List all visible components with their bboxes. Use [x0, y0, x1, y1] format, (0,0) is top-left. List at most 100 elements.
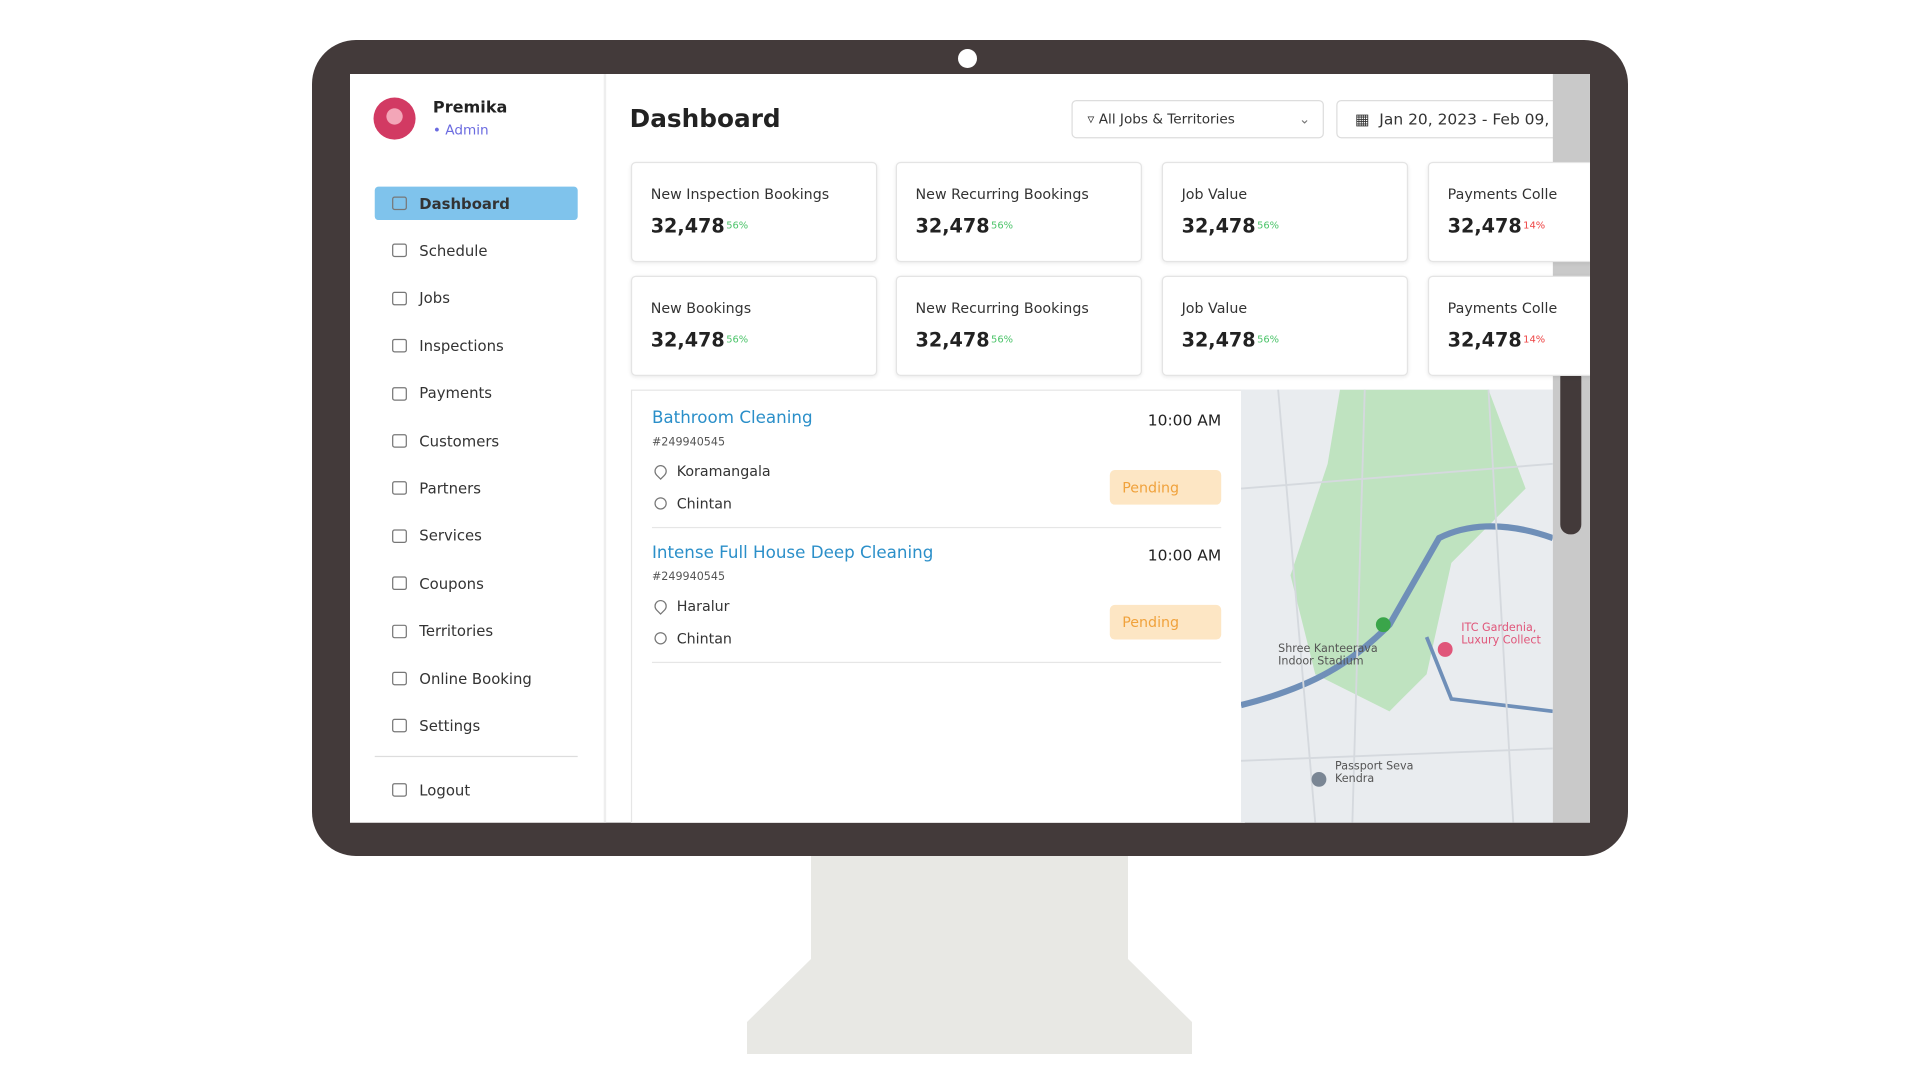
card-value: 32,478 [1447, 215, 1522, 238]
nav-label: Territories [419, 622, 494, 640]
card-value: 32,478 [650, 328, 725, 352]
card-label: Payments Colle [1447, 299, 1558, 317]
map: Shree Kanteerava Indoor Stadium ITC Garde… [1241, 389, 1553, 823]
nav-item[interactable]: Coupons [375, 567, 578, 600]
person-icon [654, 497, 667, 510]
card-label: New Inspection Bookings [650, 185, 830, 203]
nav-item[interactable]: Online Booking [375, 662, 578, 695]
map-label: Shree Kanteerava Indoor Stadium [1278, 643, 1378, 668]
icon [392, 291, 407, 306]
stat-card: New Bookings 32,478 56% [630, 275, 878, 376]
user-role: • Admin [432, 122, 489, 139]
job-title[interactable]: Intense Full House Deep Cleaning [651, 543, 934, 563]
nav-item[interactable]: Partners [375, 472, 578, 505]
nav-label: Services [419, 527, 482, 545]
card-label: Job Value [1181, 299, 1248, 317]
job-id: #249940545 [651, 436, 726, 449]
job-row[interactable]: Intense Full House Deep Cleaning #2499405… [651, 526, 1222, 664]
card-value: 32,478 [1181, 215, 1256, 238]
nav-label: Inspections [419, 337, 504, 355]
scroll-thumb[interactable] [1560, 367, 1582, 535]
icon [392, 196, 407, 211]
stat-card: New Inspection Bookings 32,478 56% [630, 161, 878, 263]
job-row[interactable]: Bathroom Cleaning #249940545 Koramangala Ch… [651, 391, 1222, 529]
card-label: New Recurring Bookings [915, 185, 1089, 203]
icon [392, 481, 407, 496]
icon [392, 671, 407, 686]
nav-label: Online Booking [419, 669, 532, 688]
icon [392, 576, 407, 591]
nav-label: Payments [419, 384, 493, 403]
nav-label: Dashboard [419, 194, 510, 212]
filter-dropdown[interactable]: ▿ All Jobs & Territories ⌄ [1071, 99, 1324, 139]
nav-item[interactable]: Inspections [375, 329, 578, 362]
card-value: 32,478 [650, 215, 725, 238]
nav-label: Settings [419, 717, 481, 735]
nav-label: Jobs [419, 289, 450, 308]
card-change: 56% [726, 333, 749, 346]
nav-item[interactable]: Customers [375, 424, 578, 457]
stat-card: Job Value 32,478 56% [1161, 275, 1409, 376]
card-change: 56% [726, 220, 749, 232]
icon [392, 624, 407, 638]
card-change: 56% [991, 220, 1014, 232]
pin-icon [651, 597, 670, 615]
icon [392, 783, 407, 797]
stat-card: Payments Colle 32,478 14% [1427, 161, 1590, 263]
icon [392, 386, 407, 401]
logout-label: Logout [419, 781, 471, 799]
nav-item[interactable]: Settings [375, 709, 578, 742]
job-time: 10:00 AM [1147, 410, 1222, 430]
job-person: Chintan [676, 629, 732, 647]
nav-item[interactable]: Dashboard [374, 186, 578, 221]
card-label: New Bookings [650, 299, 752, 317]
filter-label: All Jobs & Territories [1098, 111, 1235, 128]
icon [392, 529, 407, 543]
icon [392, 719, 407, 733]
camera [958, 49, 977, 68]
nav-item[interactable]: Schedule [375, 234, 578, 267]
stand-neck [811, 856, 1128, 959]
date-label: Jan 20, 2023 - Feb 09, [1379, 109, 1550, 129]
nav-label: Schedule [419, 242, 488, 260]
card-change: 56% [1257, 220, 1280, 232]
icon [392, 339, 407, 353]
nav-item[interactable]: Payments [375, 377, 578, 410]
stat-card: New Recurring Bookings 32,478 56% [895, 161, 1142, 263]
stat-card: Payments Colle 32,478 14% [1427, 275, 1590, 376]
stat-card: Job Value 32,478 56% [1161, 161, 1409, 263]
stand-base [747, 959, 1192, 1054]
job-title[interactable]: Bathroom Cleaning [651, 408, 813, 428]
card-value: 32,478 [1181, 328, 1256, 352]
nav-label: Partners [419, 479, 482, 498]
map-label: Passport Seva Kendra [1335, 760, 1414, 786]
card-change: 14% [1523, 220, 1546, 232]
job-location: Haralur [676, 597, 730, 615]
job-location: Koramangala [676, 462, 771, 480]
page-title: Dashboard [629, 103, 781, 134]
jobs-panel: Bathroom Cleaning #249940545 Koramangala Ch… [630, 389, 1245, 823]
logout[interactable]: Logout [375, 773, 578, 806]
card-change: 56% [1257, 333, 1280, 346]
nav-item[interactable]: Territories [375, 614, 578, 647]
card-value: 32,478 [915, 328, 990, 352]
card-label: Job Value [1181, 185, 1248, 203]
person-icon [654, 632, 667, 645]
stat-card: New Recurring Bookings 32,478 56% [895, 275, 1142, 376]
card-value: 32,478 [915, 215, 990, 238]
job-person: Chintan [676, 494, 732, 513]
nav-item[interactable]: Jobs [375, 282, 578, 315]
map-label: ITC Gardenia, Luxury Collect [1461, 622, 1541, 647]
date-picker[interactable]: ▦ Jan 20, 2023 - Feb 09, [1336, 99, 1584, 139]
card-change: 14% [1523, 333, 1546, 346]
pin-icon [651, 462, 670, 480]
status-dropdown[interactable]: Pending [1109, 604, 1222, 640]
status-label: Pending [1122, 478, 1180, 496]
icon [392, 434, 407, 448]
user-name: Premika [432, 98, 508, 118]
status-dropdown[interactable]: Pending [1109, 470, 1222, 505]
avatar [373, 97, 416, 140]
nav-item[interactable]: Services [375, 519, 578, 552]
card-value: 32,478 [1447, 328, 1522, 352]
